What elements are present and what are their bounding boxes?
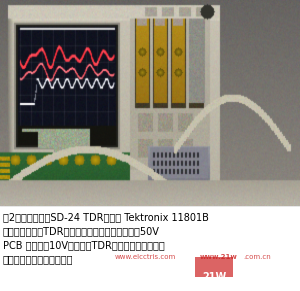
Text: 可以做四对差分TDR测量。示波器迹线应有变化，50V: 可以做四对差分TDR测量。示波器迹线应有变化，50V [3, 226, 160, 236]
Text: PCB 走线上有10V的变化。TDR显示如何通过布局和: PCB 走线上有10V的变化。TDR显示如何通过布局和 [3, 240, 165, 250]
Text: www.21w: www.21w [200, 254, 238, 260]
Text: 图2，这台带四个SD-24 TDR模块的 Tektronix 11801B: 图2，这台带四个SD-24 TDR模块的 Tektronix 11801B [3, 212, 209, 222]
Text: 连接器选择改善这种状况。: 连接器选择改善这种状况。 [3, 254, 74, 264]
Bar [195, 257, 233, 277]
Bar [0, 206, 300, 291]
Text: .com.cn: .com.cn [243, 254, 271, 260]
Text: 21W: 21W [202, 272, 226, 282]
Text: www.elcctris.com: www.elcctris.com [115, 254, 176, 260]
